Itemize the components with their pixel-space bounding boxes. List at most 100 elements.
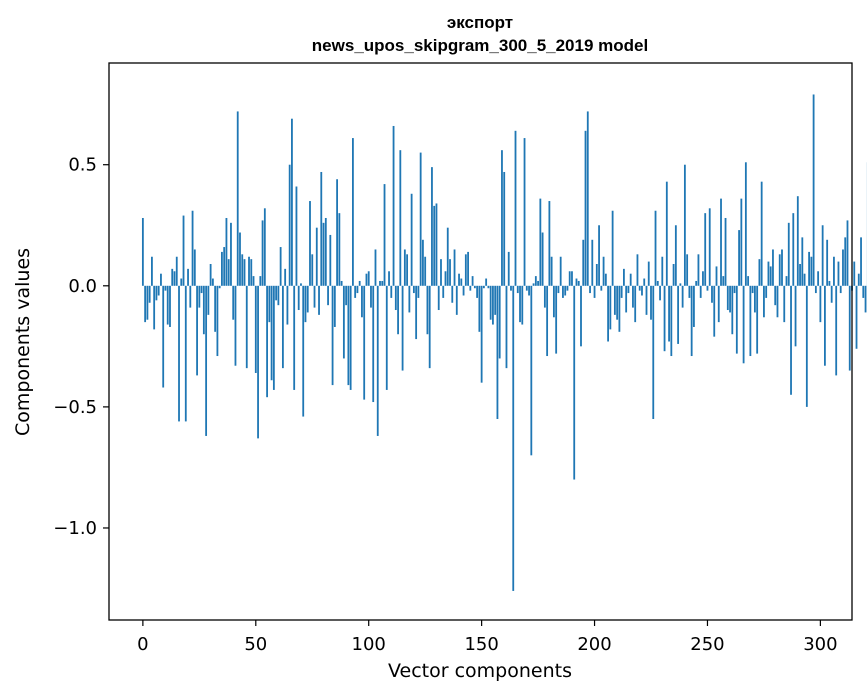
bar-39: [230, 223, 232, 286]
bar-123: [420, 153, 422, 286]
bar-4: [151, 257, 153, 286]
bar-282: [779, 254, 781, 285]
bar-311: [844, 237, 846, 285]
bar-164: [512, 286, 514, 591]
chart-title: экспорт: [447, 13, 513, 32]
bar-172: [530, 286, 532, 456]
bar-286: [788, 223, 790, 286]
bar-118: [408, 286, 410, 313]
bar-93: [352, 138, 354, 286]
bar-22: [192, 211, 194, 286]
bar-187: [564, 286, 566, 296]
bar-179: [546, 286, 548, 356]
bar-253: [713, 286, 715, 337]
bar-310: [842, 249, 844, 285]
bar-11: [167, 286, 169, 325]
x-tick-label: 300: [803, 634, 837, 655]
bar-120: [413, 286, 415, 293]
y-tick-label: −1.0: [53, 518, 97, 539]
bar-312: [847, 220, 849, 285]
bar-6: [156, 286, 158, 301]
bar-96: [359, 281, 361, 286]
bar-254: [716, 266, 718, 285]
bar-94: [354, 286, 356, 298]
bar-273: [759, 259, 761, 286]
bar-150: [481, 286, 483, 383]
bar-41: [235, 286, 237, 366]
bar-33: [217, 286, 219, 356]
bar-100: [368, 271, 370, 286]
bar-129: [433, 206, 435, 286]
bar-287: [790, 286, 792, 395]
bar-266: [743, 286, 745, 364]
bar-75: [311, 254, 313, 285]
bar-240: [684, 165, 686, 286]
bar-297: [813, 94, 815, 285]
bar-29: [207, 286, 209, 315]
bar-197: [587, 111, 589, 285]
bar-32: [214, 286, 216, 332]
bar-1: [144, 286, 146, 322]
bar-76: [314, 286, 316, 308]
bar-249: [704, 213, 706, 286]
bar-109: [388, 271, 390, 286]
bar-81: [325, 218, 327, 286]
bar-199: [591, 240, 593, 286]
bar-222: [643, 279, 645, 286]
bar-23: [194, 249, 196, 285]
bar-59: [275, 286, 277, 301]
bar-83: [329, 235, 331, 286]
y-tick-label: 0.0: [68, 276, 97, 297]
bar-91: [347, 286, 349, 385]
bar-238: [679, 283, 681, 285]
bar-7: [158, 286, 160, 296]
bar-247: [700, 286, 702, 298]
bar-191: [573, 286, 575, 480]
bar-30: [210, 264, 212, 286]
bar-136: [449, 259, 451, 286]
bar-228: [657, 281, 659, 286]
bar-176: [539, 199, 541, 286]
bar-201: [596, 264, 598, 286]
bar-18: [183, 216, 185, 286]
bar-236: [675, 225, 677, 286]
bar-116: [404, 249, 406, 285]
bar-202: [598, 225, 600, 286]
bar-160: [503, 172, 505, 286]
bar-69: [298, 286, 300, 310]
bar-184: [558, 286, 560, 293]
bar-156: [494, 286, 496, 315]
bar-86: [336, 179, 338, 286]
bar-220: [639, 286, 641, 291]
bar-80: [323, 223, 325, 286]
bar-274: [761, 182, 763, 286]
bar-261: [731, 286, 733, 334]
bar-50: [255, 286, 257, 373]
bar-70: [300, 283, 302, 285]
bar-51: [257, 286, 259, 439]
bar-158: [499, 286, 501, 359]
bar-166: [517, 286, 519, 293]
bar-90: [345, 286, 347, 305]
bar-57: [271, 286, 273, 380]
x-tick-label: 150: [464, 634, 498, 655]
bar-305: [831, 286, 833, 303]
bar-135: [447, 228, 449, 286]
bar-161: [506, 286, 508, 368]
bar-55: [266, 286, 268, 397]
bar-141: [460, 279, 462, 286]
bar-265: [740, 199, 742, 286]
bar-194: [580, 286, 582, 347]
bar-19: [185, 286, 187, 422]
bar-12: [169, 286, 171, 327]
bar-258: [725, 218, 727, 286]
bar-13: [171, 269, 173, 286]
bar-54: [264, 208, 266, 285]
bar-189: [569, 271, 571, 286]
bar-138: [454, 249, 456, 285]
y-axis-label: Components values: [12, 248, 34, 436]
bar-17: [180, 279, 182, 286]
bar-84: [332, 286, 334, 385]
bar-133: [442, 286, 444, 298]
bar-112: [395, 286, 397, 310]
